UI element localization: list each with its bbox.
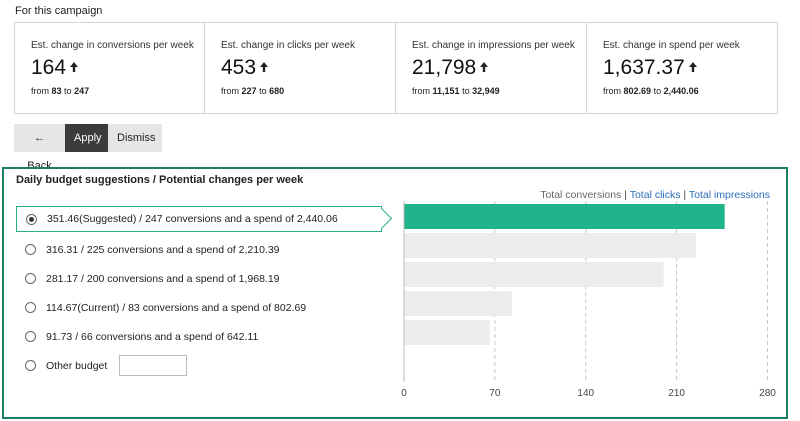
card-range: from 802.69 to 2,440.06 — [603, 86, 777, 96]
x-tick-label: 70 — [489, 388, 501, 399]
bar-316.31 — [404, 233, 697, 258]
metric-link-clicks[interactable]: Total clicks — [629, 189, 681, 201]
range-to: 247 — [74, 86, 90, 96]
option-label: 281.17 / 200 conversions and a spend of … — [46, 272, 280, 285]
card-value-number: 21,798 — [412, 56, 477, 79]
range-to: 32,949 — [472, 86, 500, 96]
bar-351.46 — [404, 204, 725, 229]
card-label: Est. change in spend per week — [603, 40, 740, 51]
metric-separator: | — [624, 189, 627, 201]
radio-button[interactable] — [25, 273, 36, 284]
from-word: from — [412, 86, 430, 96]
to-word: to — [462, 86, 470, 96]
panel-title: Daily budget suggestions / Potential cha… — [16, 174, 304, 186]
from-word: from — [221, 86, 239, 96]
x-tick-label: 210 — [668, 388, 685, 399]
to-word: to — [64, 86, 72, 96]
radio-button[interactable] — [26, 213, 37, 225]
other-budget-label: Other budget — [46, 359, 108, 372]
budget-bar-chart: 0 70 140 210 280 — [401, 201, 776, 399]
card-label: Est. change in clicks per week — [221, 40, 355, 51]
radio-button[interactable] — [25, 331, 36, 342]
other-budget-input[interactable] — [119, 355, 188, 376]
from-word: from — [603, 86, 621, 96]
range-to: 2,440.06 — [663, 86, 699, 96]
budget-suggestions-panel: Daily budget suggestions / Potential cha… — [2, 167, 788, 419]
range-from: 11,151 — [432, 86, 460, 96]
card-clicks: Est. change in clicks per week 453 from … — [205, 22, 396, 114]
metric-link-impressions[interactable]: Total impressions — [688, 189, 770, 201]
card-range: from 227 to 680 — [221, 86, 395, 96]
card-range: from 11,151 to 32,949 — [412, 86, 586, 96]
bar-281.17 — [404, 262, 664, 287]
budget-option[interactable]: 281.17 / 200 conversions and a spend of … — [16, 264, 392, 293]
x-tick-label: 280 — [759, 388, 776, 399]
bar-91.73 — [404, 320, 490, 345]
option-label: 114.67(Current) / 83 conversions and a s… — [46, 301, 307, 314]
card-value: 453 — [221, 56, 395, 80]
radio-button[interactable] — [25, 244, 36, 255]
action-buttons: ← Back Apply Dismiss — [14, 124, 162, 172]
card-value: 1,637.37 — [603, 56, 777, 80]
range-to: 680 — [269, 86, 285, 96]
budget-option[interactable]: 316.31 / 225 conversions and a spend of … — [16, 235, 392, 264]
budget-option-suggested[interactable]: 351.46(Suggested) / 247 conversions and … — [16, 206, 382, 232]
option-label: 316.31 / 225 conversions and a spend of … — [46, 243, 280, 256]
radio-button[interactable] — [25, 360, 36, 371]
card-value-number: 453 — [221, 56, 257, 79]
card-label: Est. change in impressions per week — [412, 40, 575, 51]
card-value-number: 1,637.37 — [603, 56, 685, 79]
card-spend: Est. change in spend per week 1,637.37 f… — [587, 22, 778, 114]
metric-separator: | — [683, 189, 687, 201]
estimate-cards: Est. change in conversions per week 164 … — [14, 22, 779, 114]
up-arrow-icon — [688, 62, 697, 73]
option-label: 351.46(Suggested) / 247 conversions and … — [47, 213, 338, 225]
up-arrow-icon — [480, 62, 489, 73]
range-from: 227 — [241, 86, 257, 96]
x-tick-label: 0 — [401, 388, 407, 399]
budget-option[interactable]: 91.73 / 66 conversions and a spend of 64… — [16, 322, 392, 351]
metric-links: Total conversions | Total clicks | Total… — [540, 189, 770, 201]
dismiss-button[interactable]: Dismiss — [108, 124, 162, 152]
range-from: 802.69 — [623, 86, 652, 96]
budget-options: 351.46(Suggested) / 247 conversions and … — [16, 206, 392, 380]
card-label: Est. change in conversions per week — [31, 40, 194, 51]
card-range: from 83 to 247 — [31, 86, 204, 96]
up-arrow-icon — [260, 62, 269, 73]
option-label: 91.73 / 66 conversions and a spend of 64… — [46, 330, 259, 343]
budget-option-other[interactable]: Other budget — [16, 351, 392, 380]
card-value: 164 — [31, 56, 204, 80]
back-button[interactable]: ← Back — [14, 124, 65, 172]
card-value: 21,798 — [412, 56, 586, 80]
apply-button[interactable]: Apply — [65, 124, 108, 152]
to-word: to — [259, 86, 267, 96]
card-impressions: Est. change in impressions per week 21,7… — [396, 22, 587, 114]
metric-link-conversions[interactable]: Total conversions — [540, 189, 622, 201]
range-from: 83 — [51, 86, 62, 96]
card-value-number: 164 — [31, 56, 67, 79]
to-word: to — [653, 86, 662, 96]
bar-114.67 — [404, 291, 512, 316]
from-word: from — [31, 86, 49, 96]
budget-option-current[interactable]: 114.67(Current) / 83 conversions and a s… — [16, 293, 392, 322]
section-heading: For this campaign — [15, 5, 103, 17]
up-arrow-icon — [70, 62, 79, 73]
x-tick-label: 140 — [577, 388, 594, 399]
card-conversions: Est. change in conversions per week 164 … — [14, 22, 205, 114]
radio-button[interactable] — [25, 302, 36, 313]
radio-selected-dot — [29, 216, 34, 222]
